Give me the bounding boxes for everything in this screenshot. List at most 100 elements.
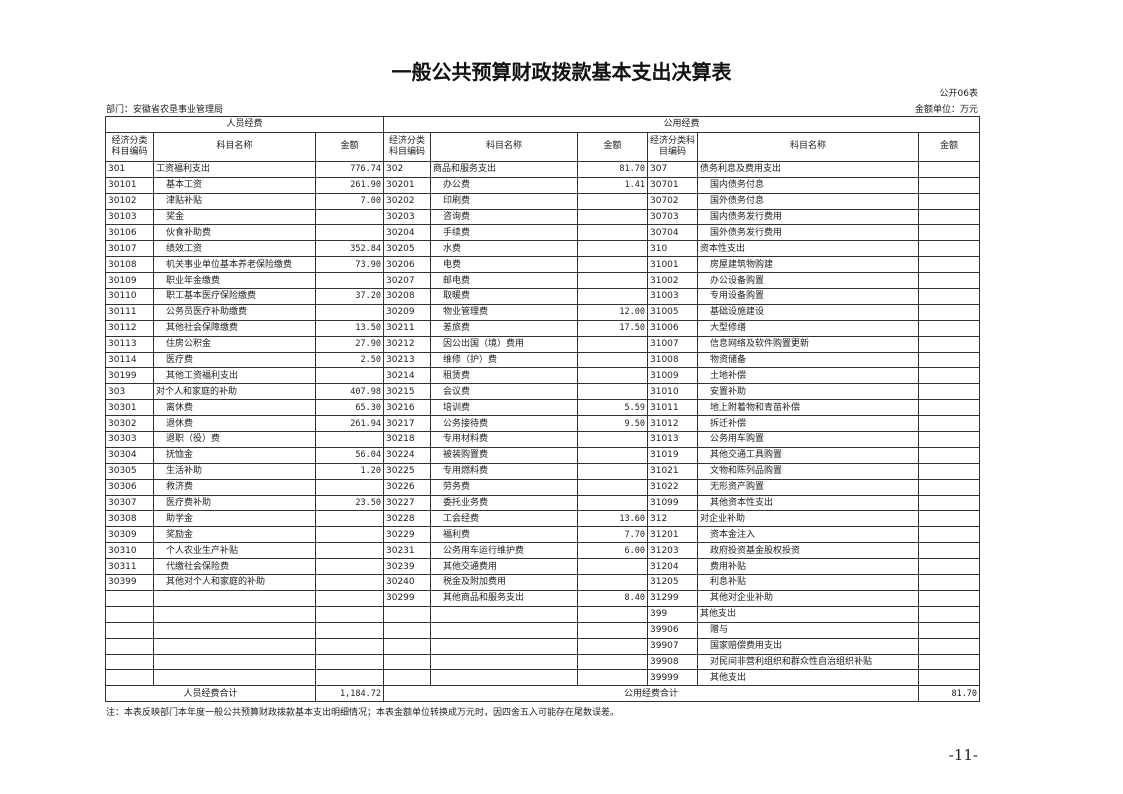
- cell-amount: 776.74: [315, 160, 384, 178]
- cell-code: 30218: [383, 431, 431, 448]
- cell-amount: [917, 192, 981, 210]
- cell-code: 31203: [647, 542, 698, 560]
- cell-code: 30704: [647, 224, 698, 242]
- cell-amount: [315, 224, 384, 242]
- cell-name: 维修（护）费: [430, 351, 578, 369]
- table-row: 39999 其他支出: [105, 669, 981, 687]
- col-amount: 金额: [315, 131, 384, 162]
- table-row: 30107 绩效工资 352.84 30205 水费 310 资本性支出: [105, 240, 981, 258]
- table-row: 30399 其他对个人和家庭的补助 30240 税金及附加费用 31205 利息补贴: [105, 574, 981, 591]
- cell-amount: [917, 319, 981, 337]
- cell-name: 离休费: [153, 399, 316, 417]
- totals-row: 人员经费合计 1,184.72 公用经费合计 81.70: [105, 685, 981, 703]
- cell-amount: [577, 669, 648, 687]
- cell-amount: [917, 176, 981, 194]
- page-number: -11-: [948, 746, 978, 764]
- cell-name: 救济费: [153, 478, 316, 496]
- cell-amount: [917, 558, 981, 576]
- cell-amount: [577, 605, 648, 623]
- cell-amount: 1.41: [577, 176, 648, 194]
- cell-name: 对民间非营利组织和群众性自治组织补贴: [697, 653, 919, 671]
- cell-code: [383, 637, 431, 655]
- cell-name: 医疗费补助: [153, 494, 316, 512]
- cell-amount: 65.30: [315, 399, 384, 417]
- cell-amount: [577, 431, 648, 448]
- cell-code: 30224: [383, 446, 431, 464]
- cell-amount: 37.20: [315, 288, 384, 305]
- cell-name: 福利费: [430, 526, 578, 544]
- cell-amount: [577, 494, 648, 512]
- cell-amount: [577, 192, 648, 210]
- cell-name: 赠与: [697, 621, 919, 639]
- cell-name: 奖金: [153, 208, 316, 226]
- cell-name: [153, 621, 316, 639]
- cell-name: 其他对企业补助: [697, 589, 919, 607]
- cell-name: 国内债务付息: [697, 176, 919, 194]
- cell-name: 债务利息及费用支出: [697, 160, 919, 178]
- cell-name: 租赁费: [430, 367, 578, 385]
- cell-amount: [917, 526, 981, 544]
- cell-name: 国家赔偿费用支出: [697, 637, 919, 655]
- cell-amount: 7.00: [315, 192, 384, 210]
- cell-amount: [577, 288, 648, 305]
- table-row: 30112 其他社会保障缴费 13.50 30211 差旅费 17.50 31006 大型修缮: [105, 319, 981, 337]
- cell-code: 31299: [647, 589, 698, 607]
- table-row: 30108 机关事业单位基本养老保险缴费 73.90 30206 电费 31001 房屋建筑…: [105, 256, 981, 274]
- cell-name: 基本工资: [153, 176, 316, 194]
- cell-code: 30227: [383, 494, 431, 512]
- cell-amount: [917, 431, 981, 448]
- cell-code: 30308: [105, 510, 154, 528]
- table-row: 30311 代缴社会保险费 30239 其他交通费用 31204 费用补贴: [105, 558, 981, 576]
- cell-code: 30108: [105, 256, 154, 274]
- cell-amount: [577, 256, 648, 274]
- cell-amount: [917, 383, 981, 401]
- cell-code: 312: [647, 510, 698, 528]
- cell-amount: 13.60: [577, 510, 648, 528]
- table-row: 39906 赠与: [105, 621, 981, 639]
- cell-amount: [315, 621, 384, 639]
- table-row: 30102 津贴补贴 7.00 30202 印刷费 30702 国外债务付息: [105, 192, 981, 210]
- cell-code: 30101: [105, 176, 154, 194]
- cell-amount: [917, 510, 981, 528]
- cell-amount: [917, 367, 981, 385]
- cell-code: [105, 605, 154, 623]
- cell-code: 30209: [383, 303, 431, 321]
- cell-amount: [315, 526, 384, 544]
- cell-code: [383, 669, 431, 687]
- cell-code: 30304: [105, 446, 154, 464]
- cell-amount: [577, 240, 648, 258]
- cell-code: [383, 653, 431, 671]
- cell-name: 对企业补助: [697, 510, 919, 528]
- table-row: 30103 奖金 30203 咨询费 30703 国内债务发行费用: [105, 208, 981, 226]
- cell-code: 30201: [383, 176, 431, 194]
- table-row: 303 对个人和家庭的补助 407.98 30215 会议费 31010 安置补助: [105, 383, 981, 401]
- cell-name: 劳务费: [430, 478, 578, 496]
- table-row: 30106 伙食补助费 30204 手续费 30704 国外债务发行费用: [105, 224, 981, 242]
- table-row: 30310 个人农业生产补贴 30231 公务用车运行维护费 6.00 31203 政府投资…: [105, 542, 981, 560]
- cell-code: 30226: [383, 478, 431, 496]
- public-total-amount: 81.70: [917, 685, 981, 703]
- cell-name: 取暖费: [430, 288, 578, 305]
- cell-code: 30302: [105, 415, 154, 433]
- cell-name: 费用补贴: [697, 558, 919, 576]
- cell-code: 39906: [647, 621, 698, 639]
- cell-code: 30203: [383, 208, 431, 226]
- cell-amount: [315, 605, 384, 623]
- cell-amount: [577, 224, 648, 242]
- cell-name: 商品和服务支出: [430, 160, 578, 178]
- cell-amount: 261.94: [315, 415, 384, 433]
- cell-code: 30114: [105, 351, 154, 369]
- cell-name: 培训费: [430, 399, 578, 417]
- col-code: 经济分类科目编码: [647, 131, 698, 162]
- cell-name: 地上附着物和青苗补偿: [697, 399, 919, 417]
- cell-code: 30217: [383, 415, 431, 433]
- col-code: 经济分类科目编码: [383, 131, 431, 162]
- cell-amount: 12.00: [577, 303, 648, 321]
- cell-name: 房屋建筑物购建: [697, 256, 919, 274]
- cell-name: 信息网络及软件购置更新: [697, 335, 919, 353]
- cell-code: 30205: [383, 240, 431, 258]
- cell-amount: 6.00: [577, 542, 648, 560]
- cell-name: 土地补偿: [697, 367, 919, 385]
- cell-amount: [917, 399, 981, 417]
- cell-name: 委托业务费: [430, 494, 578, 512]
